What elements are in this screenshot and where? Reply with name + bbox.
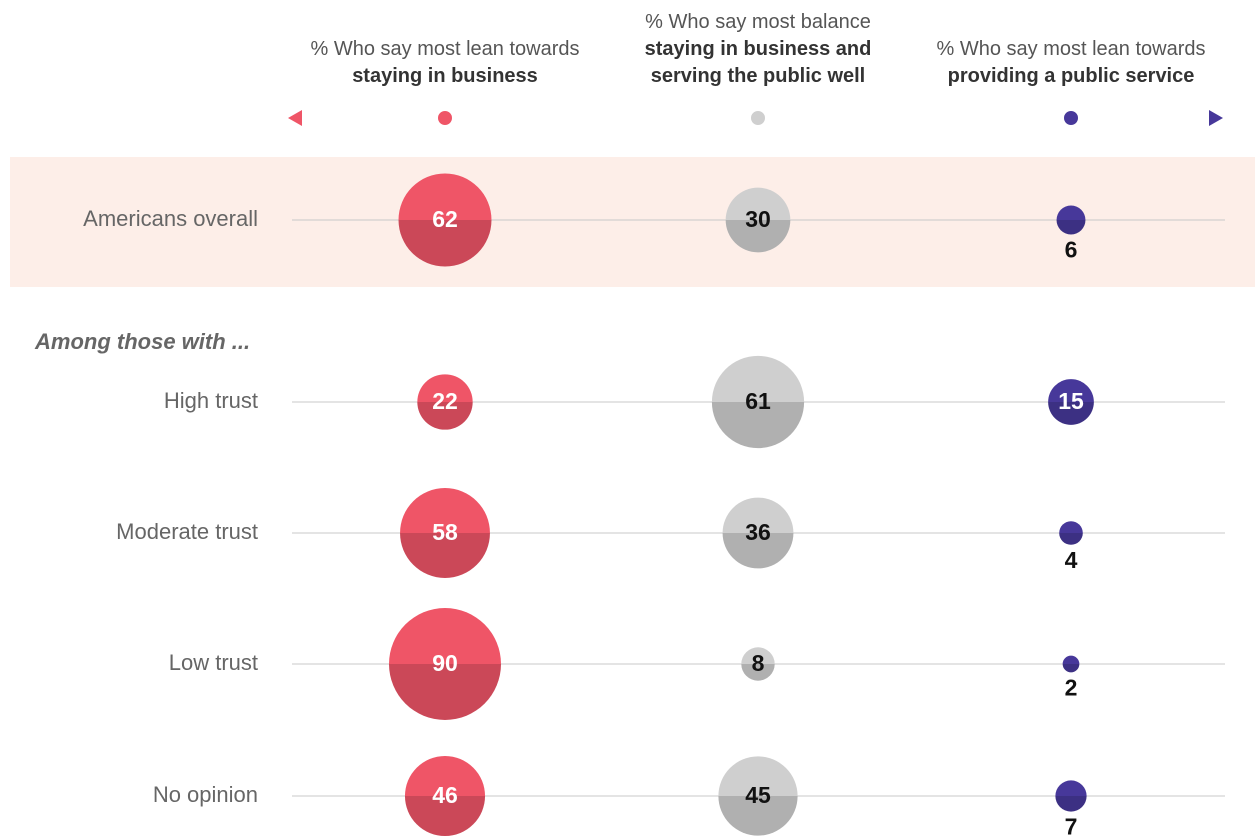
bubble — [1062, 655, 1080, 673]
value-label: 58 — [432, 519, 458, 545]
value-label: 36 — [745, 519, 771, 545]
bubble — [1048, 379, 1094, 425]
header-text: % Who say most lean towards — [936, 38, 1206, 60]
axis-dot — [436, 109, 454, 127]
row-label: No opinion — [153, 782, 258, 807]
arrow-head — [288, 110, 302, 126]
bubble — [1059, 521, 1083, 545]
row-label: Moderate trust — [116, 519, 258, 544]
bubble — [1056, 205, 1086, 235]
header-name: staying in business and serving the publ… — [644, 38, 872, 87]
value-label: 4 — [1065, 547, 1078, 573]
value-label: 46 — [432, 782, 458, 808]
axis-dot — [1062, 109, 1080, 127]
bubble — [404, 755, 486, 837]
header-name: staying in business — [352, 65, 538, 87]
row-label: Americans overall — [83, 206, 258, 231]
bubble — [1055, 780, 1087, 812]
value-label: 30 — [745, 206, 771, 232]
highlight-band — [10, 157, 1255, 287]
bubble — [741, 647, 775, 681]
column-header: % Who say most lean towards staying in bu… — [295, 0, 595, 90]
bubble — [718, 756, 798, 836]
value-label: 8 — [752, 650, 765, 676]
value-label: 90 — [432, 650, 458, 676]
column-header: % Who say most lean towards providing a p… — [921, 0, 1221, 90]
bubble — [417, 374, 473, 430]
bubble — [398, 173, 492, 267]
bubble — [722, 497, 794, 569]
bubble — [725, 187, 791, 253]
arrow-head — [1209, 110, 1223, 126]
value-label: 22 — [432, 388, 458, 414]
column-header: % Who say most balance staying in busines… — [608, 0, 908, 90]
value-label: 7 — [1065, 814, 1078, 839]
header-text: % Who say most lean towards — [310, 38, 580, 60]
axis-dot — [749, 109, 767, 127]
header-text: % Who say most balance — [645, 11, 871, 33]
header-name: providing a public service — [947, 65, 1195, 87]
value-label: 15 — [1058, 388, 1084, 414]
row-label: Low trust — [169, 650, 258, 675]
bubble — [389, 608, 501, 720]
value-label: 45 — [745, 782, 771, 808]
bubble — [400, 488, 490, 578]
value-label: 61 — [745, 388, 771, 414]
value-label: 6 — [1065, 237, 1078, 263]
value-label: 62 — [432, 206, 458, 232]
row-label: High trust — [164, 388, 258, 413]
value-label: 2 — [1065, 674, 1078, 700]
bubble — [711, 355, 805, 449]
section-label: Among those with ... — [34, 329, 250, 354]
